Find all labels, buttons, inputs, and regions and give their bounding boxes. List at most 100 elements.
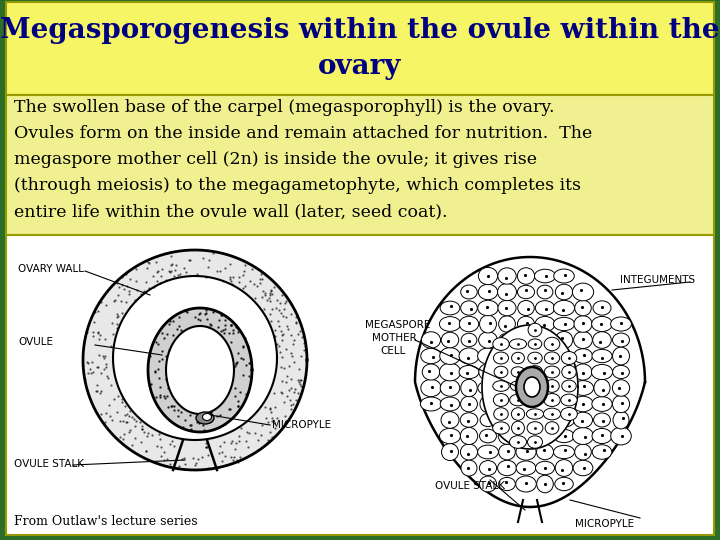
Ellipse shape [499, 380, 516, 396]
Ellipse shape [594, 379, 610, 397]
Ellipse shape [518, 331, 534, 349]
Ellipse shape [461, 285, 477, 299]
Ellipse shape [499, 333, 516, 347]
Ellipse shape [524, 377, 540, 397]
Text: (through meiosis) to the megagametophyte, which completes its: (through meiosis) to the megagametophyte… [14, 178, 581, 194]
Text: Ovules form on the inside and remain attached for nutrition.  The: Ovules form on the inside and remain att… [14, 125, 593, 143]
Ellipse shape [499, 477, 516, 490]
Ellipse shape [480, 476, 497, 492]
Ellipse shape [516, 444, 536, 460]
Ellipse shape [440, 301, 460, 315]
Ellipse shape [478, 300, 498, 316]
Ellipse shape [461, 379, 477, 397]
Ellipse shape [480, 395, 496, 413]
Ellipse shape [479, 332, 498, 348]
Ellipse shape [497, 395, 518, 413]
Ellipse shape [613, 395, 629, 413]
Ellipse shape [441, 332, 459, 348]
Ellipse shape [516, 461, 536, 475]
Bar [6, 2, 714, 95]
Ellipse shape [511, 367, 525, 377]
Ellipse shape [493, 394, 508, 407]
Polygon shape [113, 276, 277, 440]
Ellipse shape [420, 348, 441, 364]
Ellipse shape [477, 445, 498, 459]
Ellipse shape [554, 413, 575, 427]
Ellipse shape [518, 316, 534, 332]
Ellipse shape [461, 333, 477, 347]
Ellipse shape [528, 352, 542, 364]
Ellipse shape [439, 363, 461, 381]
Text: OVARY WALL: OVARY WALL [18, 264, 84, 274]
Ellipse shape [545, 422, 559, 434]
Text: entire life within the ovule wall (later, seed coat).: entire life within the ovule wall (later… [14, 204, 448, 220]
Ellipse shape [494, 408, 508, 420]
Ellipse shape [511, 408, 525, 420]
Ellipse shape [492, 422, 509, 434]
Text: The swollen base of the carpel (megasporophyll) is the ovary.: The swollen base of the carpel (megaspor… [14, 99, 554, 117]
Ellipse shape [493, 352, 508, 364]
Ellipse shape [479, 363, 498, 380]
Ellipse shape [545, 380, 559, 393]
Ellipse shape [592, 349, 612, 363]
Ellipse shape [554, 477, 573, 491]
Polygon shape [166, 326, 234, 414]
Ellipse shape [611, 317, 631, 331]
Ellipse shape [537, 285, 553, 299]
Polygon shape [415, 257, 645, 507]
Text: OVULE STALK: OVULE STALK [14, 459, 84, 469]
Ellipse shape [480, 429, 497, 443]
Ellipse shape [535, 316, 555, 332]
Text: CELL: CELL [380, 346, 405, 356]
Ellipse shape [510, 436, 526, 448]
Ellipse shape [440, 397, 460, 411]
Ellipse shape [574, 332, 593, 348]
Ellipse shape [516, 413, 536, 427]
Ellipse shape [421, 332, 441, 348]
Ellipse shape [537, 364, 553, 380]
Ellipse shape [591, 364, 613, 380]
Ellipse shape [575, 444, 591, 460]
Ellipse shape [554, 446, 575, 458]
Ellipse shape [561, 394, 577, 406]
Ellipse shape [461, 301, 477, 315]
Text: MICROPYLE: MICROPYLE [575, 519, 634, 529]
Ellipse shape [562, 366, 576, 379]
Ellipse shape [512, 352, 524, 364]
Text: ovary: ovary [318, 52, 402, 79]
Ellipse shape [498, 300, 516, 316]
Ellipse shape [440, 348, 460, 364]
Ellipse shape [526, 409, 544, 419]
Ellipse shape [613, 411, 629, 429]
Ellipse shape [554, 365, 575, 379]
Ellipse shape [554, 300, 575, 316]
Ellipse shape [536, 348, 554, 364]
Text: INTEGUMENTS: INTEGUMENTS [620, 275, 695, 285]
Polygon shape [173, 440, 217, 470]
Ellipse shape [561, 408, 577, 421]
Ellipse shape [478, 267, 498, 285]
Ellipse shape [422, 364, 440, 380]
Ellipse shape [518, 300, 534, 315]
Ellipse shape [498, 428, 516, 444]
Ellipse shape [536, 475, 553, 493]
Ellipse shape [441, 443, 459, 461]
Ellipse shape [554, 269, 575, 283]
Ellipse shape [572, 381, 593, 395]
Ellipse shape [460, 444, 477, 460]
Ellipse shape [420, 397, 441, 411]
Ellipse shape [527, 422, 543, 434]
Ellipse shape [544, 394, 560, 407]
Ellipse shape [528, 380, 542, 392]
Ellipse shape [518, 285, 534, 299]
Ellipse shape [498, 412, 516, 428]
Ellipse shape [612, 380, 630, 396]
Ellipse shape [554, 429, 575, 443]
Ellipse shape [536, 301, 554, 315]
Ellipse shape [573, 412, 593, 428]
Ellipse shape [593, 413, 611, 427]
Ellipse shape [460, 413, 478, 427]
Ellipse shape [528, 436, 542, 448]
Text: OVULE: OVULE [18, 337, 53, 347]
Text: MOTHER: MOTHER [372, 333, 417, 343]
